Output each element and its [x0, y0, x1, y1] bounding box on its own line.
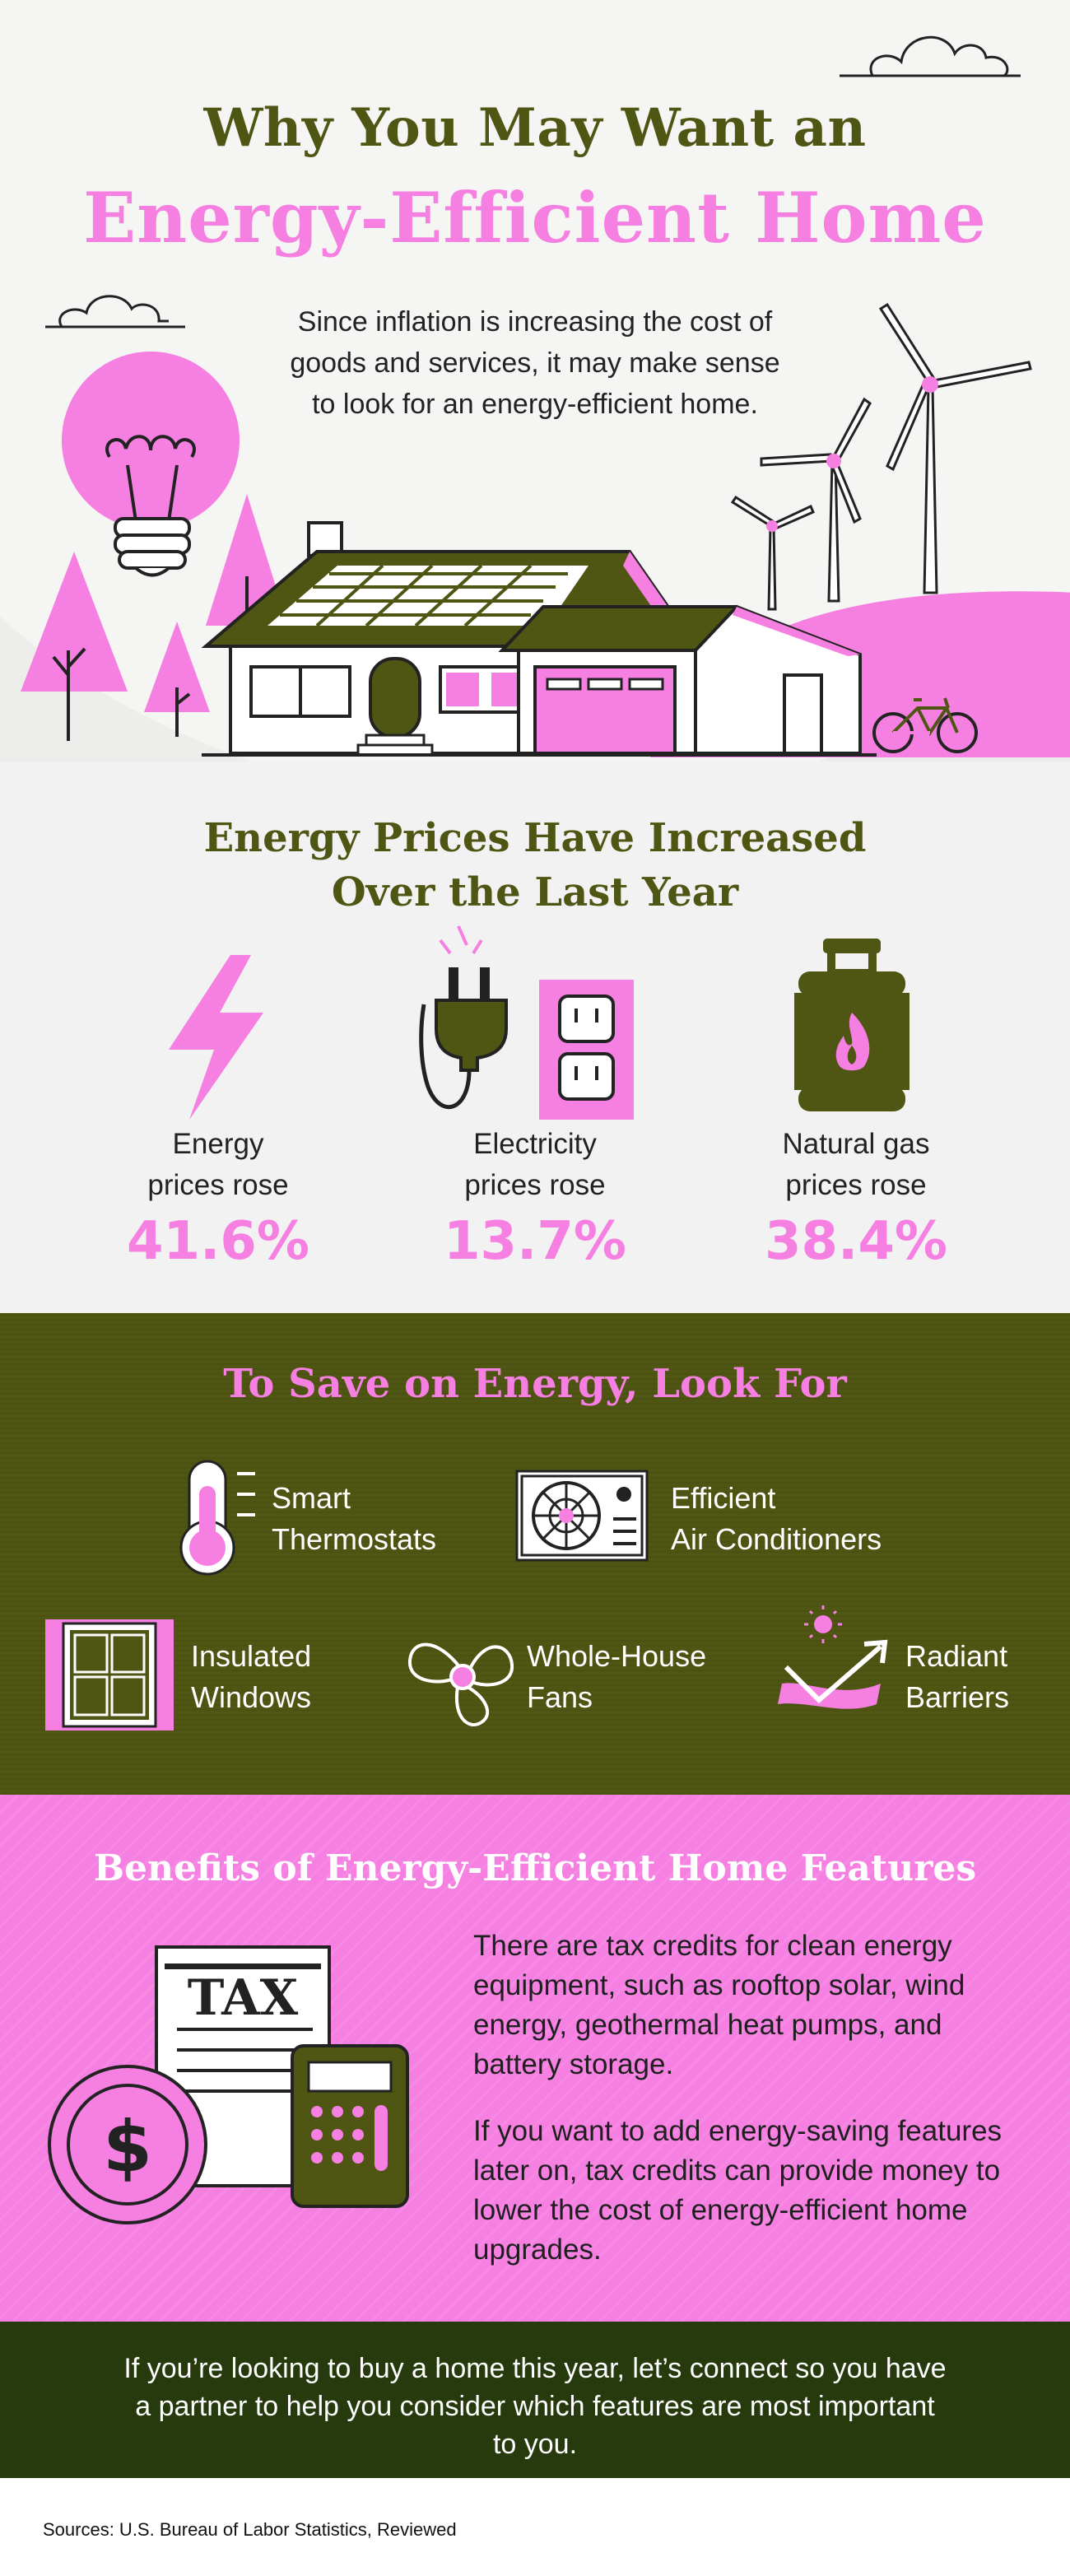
- sources-text: Sources: U.S. Bureau of Labor Statistics…: [43, 2519, 457, 2540]
- save-on-energy-section: To Save on Energy, Look For Smart Thermo…: [0, 1313, 1070, 1795]
- prices-title: Energy Prices Have Increased Over the La…: [0, 811, 1070, 920]
- stat-label: Energy: [172, 1128, 264, 1160]
- benefits-paragraph-2: If you want to add energy-saving feature…: [473, 2115, 1003, 2266]
- title-line1: Why You May Want an: [203, 97, 867, 159]
- feature-air-conditioners: Efficient Air Conditioners: [671, 1478, 882, 1560]
- stat-label: prices rose: [147, 1169, 289, 1201]
- air-conditioner-icon: [515, 1470, 649, 1562]
- feature-label: Fans: [527, 1680, 593, 1714]
- tax-document-icon: TAX $: [48, 1945, 409, 2224]
- lightbulb-icon: [62, 352, 240, 577]
- feature-label: Barriers: [905, 1680, 1010, 1714]
- hero-section: Why You May Want an Energy-Efficient Hom…: [0, 0, 1070, 762]
- stat-label: prices rose: [785, 1169, 927, 1201]
- plug-outlet-icon: [419, 925, 634, 1120]
- feature-label: Thermostats: [272, 1522, 437, 1556]
- feature-label: Windows: [191, 1680, 312, 1714]
- energy-prices-section: Energy Prices Have Increased Over the La…: [0, 762, 1070, 1313]
- gas-tank-icon: [794, 939, 910, 1111]
- window-icon: [45, 1619, 174, 1731]
- feature-label: Air Conditioners: [671, 1522, 882, 1556]
- stat-label: prices rose: [464, 1169, 606, 1201]
- stat-value: 13.7%: [443, 1211, 627, 1272]
- stat-energy: Energy prices rose 41.6%: [86, 1124, 350, 1272]
- stat-label: Electricity: [473, 1128, 597, 1160]
- feature-label: Insulated: [191, 1639, 312, 1673]
- thermometer-icon: [179, 1460, 255, 1576]
- feature-label: Smart: [272, 1481, 351, 1515]
- stat-natural-gas: Natural gas prices rose 38.4%: [724, 1124, 988, 1272]
- stat-value: 38.4%: [764, 1211, 948, 1272]
- tree-icon: [21, 552, 128, 741]
- stat-electricity: Electricity prices rose 13.7%: [403, 1124, 667, 1272]
- benefits-paragraph-1: There are tax credits for clean energy e…: [473, 1930, 965, 2080]
- feature-radiant-barriers: Radiant Barriers: [905, 1636, 1009, 1718]
- radiant-barrier-icon: [778, 1605, 888, 1709]
- feature-insulated-windows: Insulated Windows: [191, 1636, 311, 1718]
- feature-smart-thermostats: Smart Thermostats: [272, 1478, 436, 1560]
- bicycle-icon: [872, 697, 978, 753]
- lightning-bolt-icon: [169, 955, 263, 1120]
- tax-label: TAX: [188, 1969, 299, 2027]
- feature-whole-house-fans: Whole-House Fans: [527, 1636, 706, 1718]
- wind-turbine-icon: [878, 302, 1032, 594]
- feature-label: Whole-House: [527, 1639, 707, 1673]
- sources-section: Sources: U.S. Bureau of Labor Statistics…: [0, 2478, 1070, 2576]
- feature-label: Radiant: [905, 1639, 1008, 1673]
- stat-value: 41.6%: [126, 1211, 310, 1272]
- intro-text: Since inflation is increasing the cost o…: [290, 306, 780, 420]
- dollar-sign: $: [103, 2106, 152, 2188]
- save-title: To Save on Energy, Look For: [223, 1361, 847, 1407]
- wind-turbine-icon: [760, 397, 872, 603]
- cta-text: If you’re looking to buy a home this yea…: [123, 2353, 947, 2460]
- cloud-icon: [45, 295, 185, 328]
- title-line2: Energy-Efficient Home: [83, 177, 987, 259]
- wind-turbine-icon: [730, 495, 815, 611]
- feature-label: Efficient: [671, 1481, 776, 1515]
- stat-label: Natural gas: [782, 1128, 930, 1160]
- fan-icon: [407, 1642, 514, 1726]
- tree-icon: [144, 622, 210, 737]
- call-to-action-section: If you’re looking to buy a home this yea…: [0, 2322, 1070, 2478]
- benefits-section: Benefits of Energy-Efficient Home Featur…: [0, 1795, 1070, 2322]
- prices-title-line1: Energy Prices Have Increased: [203, 815, 867, 861]
- house-illustration: [201, 521, 877, 757]
- cloud-icon: [840, 35, 1021, 77]
- prices-title-line2: Over the Last Year: [331, 869, 739, 915]
- benefits-title: Benefits of Energy-Efficient Home Featur…: [93, 1847, 977, 1889]
